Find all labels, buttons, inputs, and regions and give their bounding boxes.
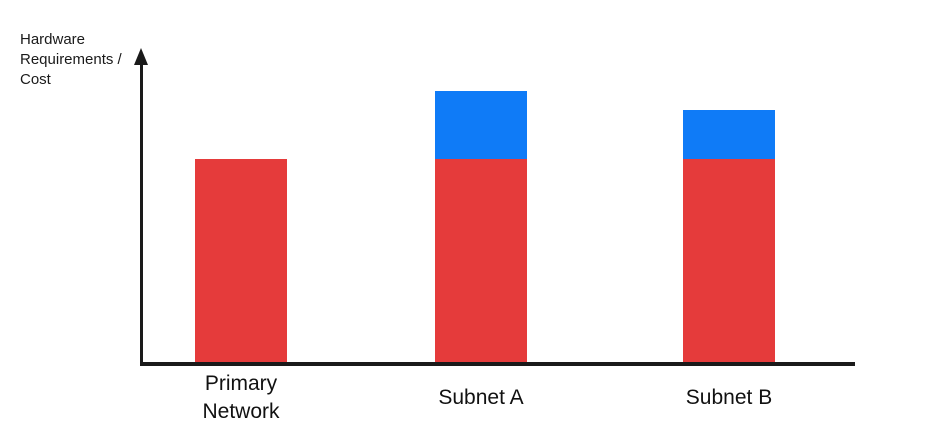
y-axis-arrow-icon: [134, 48, 148, 65]
bar-segment-red-3: [683, 159, 775, 362]
bar-segment-blue-2: [435, 90, 527, 160]
y-axis-label: Hardware Requirements / Cost: [20, 31, 122, 88]
bar-segment-red-2: [435, 159, 527, 362]
y-axis: [140, 58, 143, 366]
x-axis: [140, 362, 855, 366]
plot-area: Primary Network Subnet A Subnet B: [140, 50, 855, 423]
category-label-3: Subnet B: [685, 386, 773, 409]
category-label-2: Subnet A: [438, 386, 524, 409]
category-label-1: Primary Network: [202, 372, 280, 423]
bar-segment-red-1: [195, 159, 287, 362]
bar-segment-blue-3: [683, 110, 775, 160]
